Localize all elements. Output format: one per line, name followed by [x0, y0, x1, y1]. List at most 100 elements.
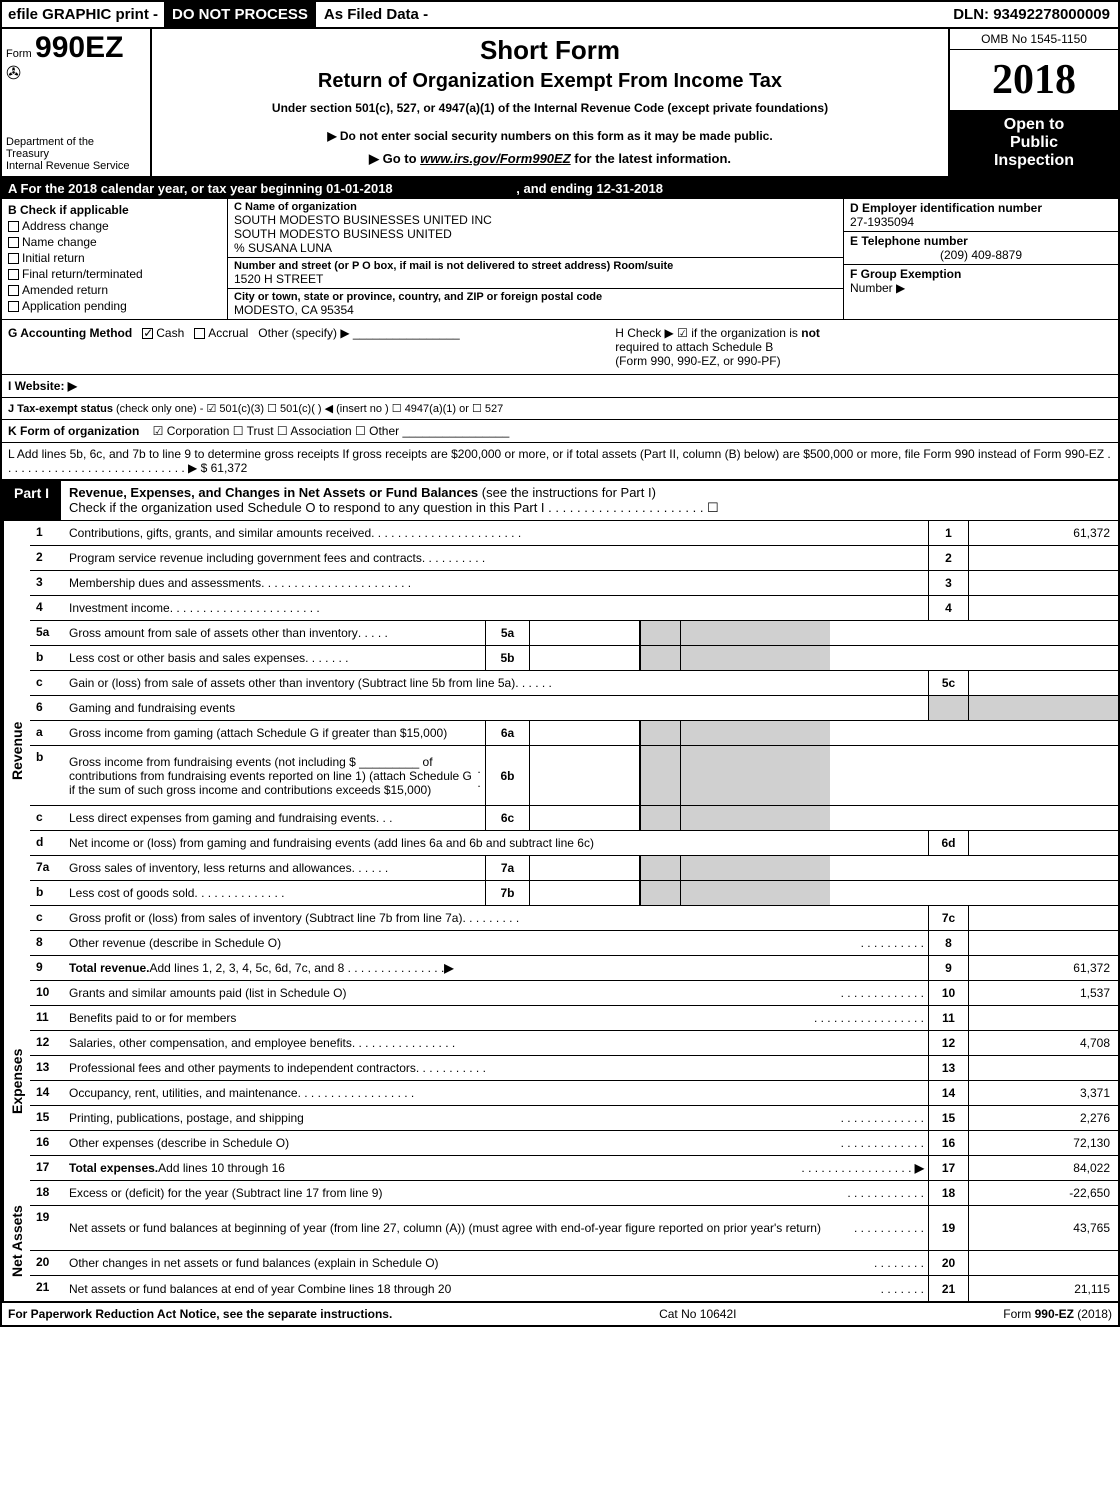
line-10-value: 1,537: [968, 981, 1118, 1005]
goto-link: ▶ Go to www.irs.gov/Form990EZ for the la…: [162, 151, 938, 167]
line-12-value: 4,708: [968, 1031, 1118, 1055]
line-6d: d Net income or (loss) from gaming and f…: [30, 831, 1118, 856]
telephone-row: E Telephone number (209) 409-8879: [844, 232, 1118, 265]
check-final-return[interactable]: Final return/terminated: [8, 267, 221, 281]
ein-row: D Employer identification number 27-1935…: [844, 199, 1118, 232]
line-6: 6 Gaming and fundraising events: [30, 696, 1118, 721]
department: Department of the Treasury Internal Reve…: [6, 136, 146, 172]
form-of-org-row: K Form of organization ☑ Corporation ☐ T…: [2, 420, 1118, 443]
h-check: H Check ▶ ☑ if the organization is not r…: [615, 326, 1112, 368]
check-initial-return[interactable]: Initial return: [8, 251, 221, 265]
form-page: efile GRAPHIC print - DO NOT PROCESS As …: [0, 0, 1120, 1327]
form-id-box: Form 990EZ ✇ Department of the Treasury …: [2, 29, 152, 176]
line-14: 14 Occupancy, rent, utilities, and maint…: [30, 1081, 1118, 1106]
line-18: 18 Excess or (deficit) for the year (Sub…: [30, 1181, 1118, 1206]
line-11: 11 Benefits paid to or for members . . .…: [30, 1006, 1118, 1031]
efile-label: efile GRAPHIC print -: [2, 2, 164, 27]
dln: DLN: 93492278000009: [945, 2, 1118, 27]
org-name-1: SOUTH MODESTO BUSINESSES UNITED INC: [234, 213, 837, 227]
do-not-process: DO NOT PROCESS: [164, 2, 316, 27]
tax-exempt-row: J Tax-exempt status (check only one) - ☑…: [2, 398, 1118, 420]
accounting-method: G Accounting Method Cash Accrual Other (…: [8, 326, 615, 368]
check-cash[interactable]: [142, 328, 153, 339]
city-row: City or town, state or province, country…: [227, 289, 843, 319]
line-7b-value: [530, 881, 640, 905]
line-6b-value: [530, 746, 640, 805]
short-form-title: Short Form: [162, 35, 938, 66]
check-address-change[interactable]: Address change: [8, 219, 221, 233]
check-accrual[interactable]: [194, 328, 205, 339]
gh-row: G Accounting Method Cash Accrual Other (…: [2, 320, 1118, 375]
line-6a: a Gross income from gaming (attach Sched…: [30, 721, 1118, 746]
header-title: Short Form Return of Organization Exempt…: [152, 29, 948, 176]
line-7a: 7a Gross sales of inventory, less return…: [30, 856, 1118, 881]
line-15: 15 Printing, publications, postage, and …: [30, 1106, 1118, 1131]
line-8: 8 Other revenue (describe in Schedule O)…: [30, 931, 1118, 956]
line-4-value: [968, 596, 1118, 620]
line-17: 17 Total expenses. Add lines 10 through …: [30, 1156, 1118, 1181]
line-13: 13 Professional fees and other payments …: [30, 1056, 1118, 1081]
line-12: 12 Salaries, other compensation, and emp…: [30, 1031, 1118, 1056]
care-of: % SUSANA LUNA: [234, 241, 837, 255]
line-11-value: [968, 1006, 1118, 1030]
header: Form 990EZ ✇ Department of the Treasury …: [2, 29, 1118, 178]
website-row: I Website: ▶: [2, 375, 1118, 398]
section-c: C Name of organization SOUTH MODESTO BUS…: [227, 199, 843, 319]
line-21-value: 21,115: [968, 1276, 1118, 1301]
ssn-warning: ▶ Do not enter social security numbers o…: [162, 129, 938, 143]
b-label: B Check if applicable: [8, 203, 221, 217]
check-name-change[interactable]: Name change: [8, 235, 221, 249]
line-1-value: 61,372: [968, 521, 1118, 545]
line-16: 16 Other expenses (describe in Schedule …: [30, 1131, 1118, 1156]
part1-label: Part I: [2, 481, 61, 520]
omb-number: OMB No 1545-1150: [950, 29, 1118, 50]
check-application-pending[interactable]: Application pending: [8, 299, 221, 313]
row-a-tax-year: A For the 2018 calendar year, or tax yea…: [2, 178, 1118, 199]
line-6d-value: [968, 831, 1118, 855]
form-version: Form 990-EZ (2018): [1003, 1307, 1112, 1321]
line-15-value: 2,276: [968, 1106, 1118, 1130]
line-7a-value: [530, 856, 640, 880]
part1-header: Part I Revenue, Expenses, and Changes in…: [2, 481, 1118, 521]
line-6c: c Less direct expenses from gaming and f…: [30, 806, 1118, 831]
net-assets-section: Net Assets 18 Excess or (deficit) for th…: [2, 1181, 1118, 1301]
tax-year: 2018: [950, 50, 1118, 110]
line-2-value: [968, 546, 1118, 570]
line-13-value: [968, 1056, 1118, 1080]
form-number: Form 990EZ: [6, 33, 146, 63]
line-5b: b Less cost or other basis and sales exp…: [30, 646, 1118, 671]
address-row: Number and street (or P O box, if mail i…: [227, 258, 843, 289]
line-9-value: 61,372: [968, 956, 1118, 980]
line-3-value: [968, 571, 1118, 595]
section-def: D Employer identification number 27-1935…: [843, 199, 1118, 319]
under-section: Under section 501(c), 527, or 4947(a)(1)…: [162, 101, 938, 115]
line-20-value: [968, 1251, 1118, 1275]
ein-value: 27-1935094: [850, 215, 1112, 229]
line-18-value: -22,650: [968, 1181, 1118, 1205]
line-4: 4 Investment income 4: [30, 596, 1118, 621]
header-right: OMB No 1545-1150 2018 Open to Public Ins…: [948, 29, 1118, 176]
group-exemption-row: F Group Exemption Number ▶: [844, 265, 1118, 297]
org-name-2: SOUTH MODESTO BUSINESS UNITED: [234, 227, 837, 241]
line-10: 10 Grants and similar amounts paid (list…: [30, 981, 1118, 1006]
line-21: 21 Net assets or fund balances at end of…: [30, 1276, 1118, 1301]
line-5a: 5a Gross amount from sale of assets othe…: [30, 621, 1118, 646]
line-5b-value: [530, 646, 640, 670]
revenue-section: Revenue 1 Contributions, gifts, grants, …: [2, 521, 1118, 981]
check-amended-return[interactable]: Amended return: [8, 283, 221, 297]
line-19-value: 43,765: [968, 1206, 1118, 1250]
line-5c: c Gain or (loss) from sale of assets oth…: [30, 671, 1118, 696]
expenses-section: Expenses 10 Grants and similar amounts p…: [2, 981, 1118, 1181]
revenue-label: Revenue: [2, 521, 30, 981]
line-20: 20 Other changes in net assets or fund b…: [30, 1251, 1118, 1276]
line-7c-value: [968, 906, 1118, 930]
section-bcd: B Check if applicable Address change Nam…: [2, 199, 1118, 320]
as-filed-label: As Filed Data -: [316, 2, 436, 27]
net-assets-label: Net Assets: [2, 1181, 30, 1301]
line-6c-value: [530, 806, 640, 830]
street-address: 1520 H STREET: [234, 272, 837, 286]
line-1: 1 Contributions, gifts, grants, and simi…: [30, 521, 1118, 546]
line-3: 3 Membership dues and assessments 3: [30, 571, 1118, 596]
section-b: B Check if applicable Address change Nam…: [2, 199, 227, 319]
line-7b: b Less cost of goods sold . . . . . . . …: [30, 881, 1118, 906]
